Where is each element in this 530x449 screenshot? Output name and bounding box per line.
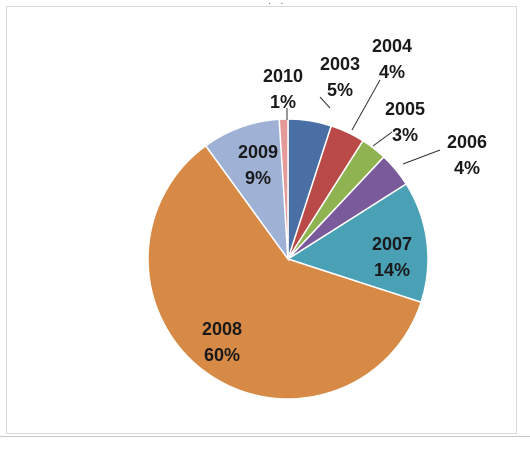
pie-slice-2008 xyxy=(147,144,423,400)
leader-lines xyxy=(286,79,441,165)
slice-label-2004: 2004 xyxy=(372,36,412,56)
data-labels: 2003 5% 2004 4% 2005 3% 2006 4% 2007 14% 2008 60% 20… xyxy=(202,36,487,365)
slice-label-2010: 2010 xyxy=(263,66,303,86)
slice-label-2006: 2006 xyxy=(447,132,487,152)
slice-label-2008: 2008 xyxy=(202,319,242,339)
cropped-header-text: · ˙ · xyxy=(268,0,284,9)
slice-percent-2008: 60% xyxy=(204,345,240,365)
slice-label-2009: 2009 xyxy=(238,142,278,162)
pie-slice-2007 xyxy=(286,182,429,304)
pie-slice-2010 xyxy=(278,118,289,260)
slice-percent-2005: 3% xyxy=(392,125,418,145)
slice-label-2003: 2003 xyxy=(320,54,360,74)
slice-percent-2009: 9% xyxy=(245,168,271,188)
slice-percent-2004: 4% xyxy=(379,62,405,82)
bottom-border xyxy=(0,436,530,437)
pie-slices xyxy=(147,118,429,400)
slice-percent-2007: 14% xyxy=(374,260,410,280)
leader-line-2006 xyxy=(402,149,441,165)
slice-label-2005: 2005 xyxy=(385,99,425,119)
leader-line-2003 xyxy=(319,96,331,109)
leader-line-2004 xyxy=(351,79,381,131)
slice-percent-2006: 4% xyxy=(454,158,480,178)
slice-percent-2003: 5% xyxy=(327,80,353,100)
leader-line-2005 xyxy=(372,131,393,147)
slice-percent-2010: 1% xyxy=(270,92,296,112)
slice-label-2007: 2007 xyxy=(372,234,412,254)
pie-slice-2009 xyxy=(204,118,289,262)
